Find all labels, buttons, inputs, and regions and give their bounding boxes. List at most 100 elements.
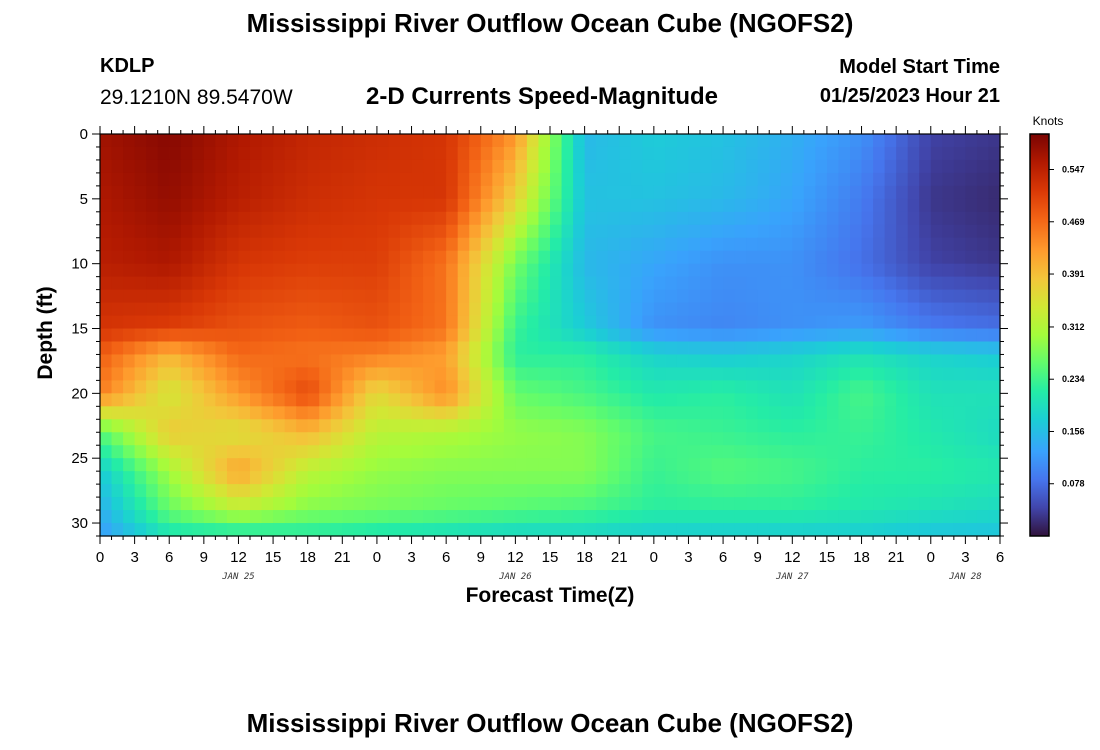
heatmap-cell (100, 211, 113, 226)
heatmap-cell (953, 471, 966, 485)
heatmap-cell (284, 237, 297, 252)
heatmap-cell (930, 302, 943, 317)
heatmap-cell (596, 185, 609, 200)
heatmap-cell (850, 185, 863, 200)
heatmap-cell (480, 328, 493, 343)
heatmap-cell (123, 354, 136, 369)
heatmap-cell (780, 341, 793, 356)
heatmap-cell (457, 497, 470, 511)
heatmap-cell (261, 211, 274, 226)
heatmap-cell (803, 302, 816, 317)
heatmap-cell (192, 159, 205, 174)
heatmap-cell (365, 523, 378, 537)
heatmap-cell (134, 393, 147, 407)
heatmap-cell (330, 406, 343, 420)
heatmap-cell (250, 432, 263, 446)
heatmap-cell (503, 458, 516, 472)
heatmap-cell (665, 393, 678, 407)
heatmap-cell (873, 134, 886, 148)
heatmap-cell (642, 471, 655, 485)
heatmap-cell (111, 406, 124, 420)
heatmap-cell (423, 185, 436, 200)
heatmap-cell (573, 211, 586, 226)
heatmap-cell (780, 432, 793, 446)
heatmap-cell (942, 185, 955, 200)
heatmap-cell (561, 315, 574, 330)
heatmap-cell (919, 289, 932, 304)
heatmap-cell (596, 510, 609, 524)
heatmap-cell (123, 146, 136, 161)
colorbar-units: Knots (1033, 114, 1064, 128)
heatmap-cell (342, 510, 355, 524)
heatmap-cell (157, 328, 170, 343)
heatmap-cell (446, 367, 459, 381)
heatmap-cell (469, 315, 482, 330)
heatmap-cell (619, 432, 632, 446)
heatmap-cell (226, 419, 240, 433)
heatmap-cell (134, 276, 147, 291)
heatmap-cell (307, 211, 320, 226)
heatmap-cell (780, 315, 793, 330)
heatmap-cell (826, 419, 840, 433)
heatmap-cell (676, 185, 690, 200)
heatmap-cell (388, 224, 401, 239)
bottom-title: Mississippi River Outflow Ocean Cube (NG… (246, 708, 854, 738)
heatmap-cell (134, 224, 147, 239)
heatmap-cell (850, 263, 863, 278)
heatmap-cell (988, 510, 1001, 524)
heatmap-cell (723, 419, 736, 433)
heatmap-cell (388, 289, 401, 304)
heatmap-cell (226, 263, 240, 278)
heatmap-cell (907, 237, 920, 252)
heatmap-cell (353, 211, 366, 226)
heatmap-cell (988, 380, 1001, 394)
heatmap-cell (792, 315, 805, 330)
heatmap-cell (919, 159, 932, 174)
x-tick-label: 15 (265, 549, 282, 566)
heatmap-cell (976, 263, 990, 278)
heatmap-cell (688, 224, 701, 239)
heatmap-cell (584, 484, 597, 498)
heatmap-cell (561, 302, 574, 317)
heatmap-cell (838, 393, 851, 407)
heatmap-cell (930, 354, 943, 369)
heatmap-cell (342, 237, 355, 252)
heatmap-cell (700, 406, 713, 420)
heatmap-cell (907, 250, 920, 265)
heatmap-cell (111, 134, 124, 148)
heatmap-cell (284, 328, 297, 343)
heatmap-cell (365, 419, 378, 433)
heatmap-cell (100, 224, 113, 239)
heatmap-cell (792, 393, 805, 407)
heatmap-cell (688, 315, 701, 330)
heatmap-cell (123, 471, 136, 485)
heatmap-cell (942, 198, 955, 213)
heatmap-cell (134, 458, 147, 472)
heatmap-cell (596, 237, 609, 252)
heatmap-cell (907, 458, 920, 472)
heatmap-cell (446, 523, 459, 537)
heatmap-cell (492, 198, 505, 213)
heatmap-cell (353, 172, 366, 187)
heatmap-cell (123, 315, 136, 330)
x-tick-label: 21 (334, 549, 351, 566)
heatmap-cell (838, 263, 851, 278)
heatmap-cell (296, 367, 309, 381)
heatmap-cell (653, 185, 666, 200)
heatmap-cell (192, 237, 205, 252)
heatmap-cell (953, 393, 966, 407)
heatmap-cell (942, 484, 955, 498)
heatmap-cell (665, 432, 678, 446)
heatmap-cell (353, 315, 366, 330)
heatmap-cell (180, 159, 193, 174)
heatmap-cell (803, 328, 816, 343)
heatmap-cell (180, 484, 193, 498)
heatmap-cell (850, 289, 863, 304)
heatmap-cell (400, 237, 413, 252)
heatmap-cell (607, 276, 620, 291)
heatmap-cell (573, 185, 586, 200)
heatmap-cell (907, 471, 920, 485)
heatmap-cell (169, 445, 182, 459)
heatmap-cell (803, 250, 816, 265)
heatmap-cell (503, 198, 516, 213)
